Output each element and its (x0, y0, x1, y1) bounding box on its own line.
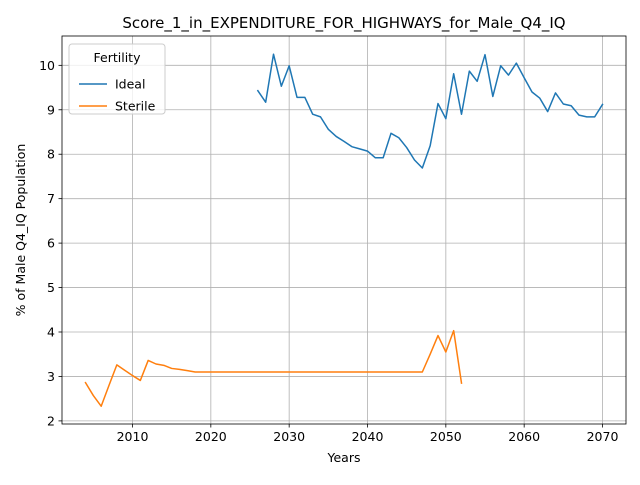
plot-frame (61, 35, 627, 425)
x-axis-label: Years (327, 450, 361, 465)
y-tick-label: 8 (47, 147, 55, 162)
legend-label-sterile: Sterile (115, 99, 156, 114)
axis-ticks: 2010 2020 2030 2040 2050 2060 2070 2 3 4 5 6 7 8 9 10 (39, 58, 618, 444)
chart-title: Score_1_in_EXPENDITURE_FOR_HIGHWAYS_for_… (122, 14, 565, 33)
legend-label-ideal: Ideal (115, 77, 145, 92)
y-tick-label: 9 (47, 102, 55, 117)
x-tick-label: 2040 (352, 429, 384, 444)
x-tick-label: 2030 (273, 429, 305, 444)
y-tick-label: 7 (47, 191, 55, 206)
y-tick-label: 6 (47, 236, 55, 251)
y-tick-label: 3 (47, 369, 55, 384)
legend-box (68, 43, 166, 115)
x-tick-label: 2010 (117, 429, 149, 444)
x-tick-label: 2050 (430, 429, 462, 444)
x-tick-label: 2070 (587, 429, 619, 444)
x-tick-label: 2060 (508, 429, 540, 444)
legend-title: Fertility (94, 50, 142, 65)
legend-entries: Ideal Sterile (79, 77, 156, 114)
y-tick-label: 5 (47, 280, 55, 295)
y-axis-label: % of Male Q4_IQ Population (13, 144, 28, 317)
series-line-ideal (256, 53, 604, 169)
y-tick-label: 10 (39, 58, 55, 73)
grid (62, 36, 626, 424)
y-tick-label: 2 (47, 413, 55, 428)
x-tick-label: 2020 (195, 429, 227, 444)
y-tick-label: 4 (47, 325, 55, 340)
legend: Fertility Ideal Sterile (68, 43, 166, 115)
series-line-sterile (84, 329, 463, 407)
series-layer (84, 53, 604, 407)
